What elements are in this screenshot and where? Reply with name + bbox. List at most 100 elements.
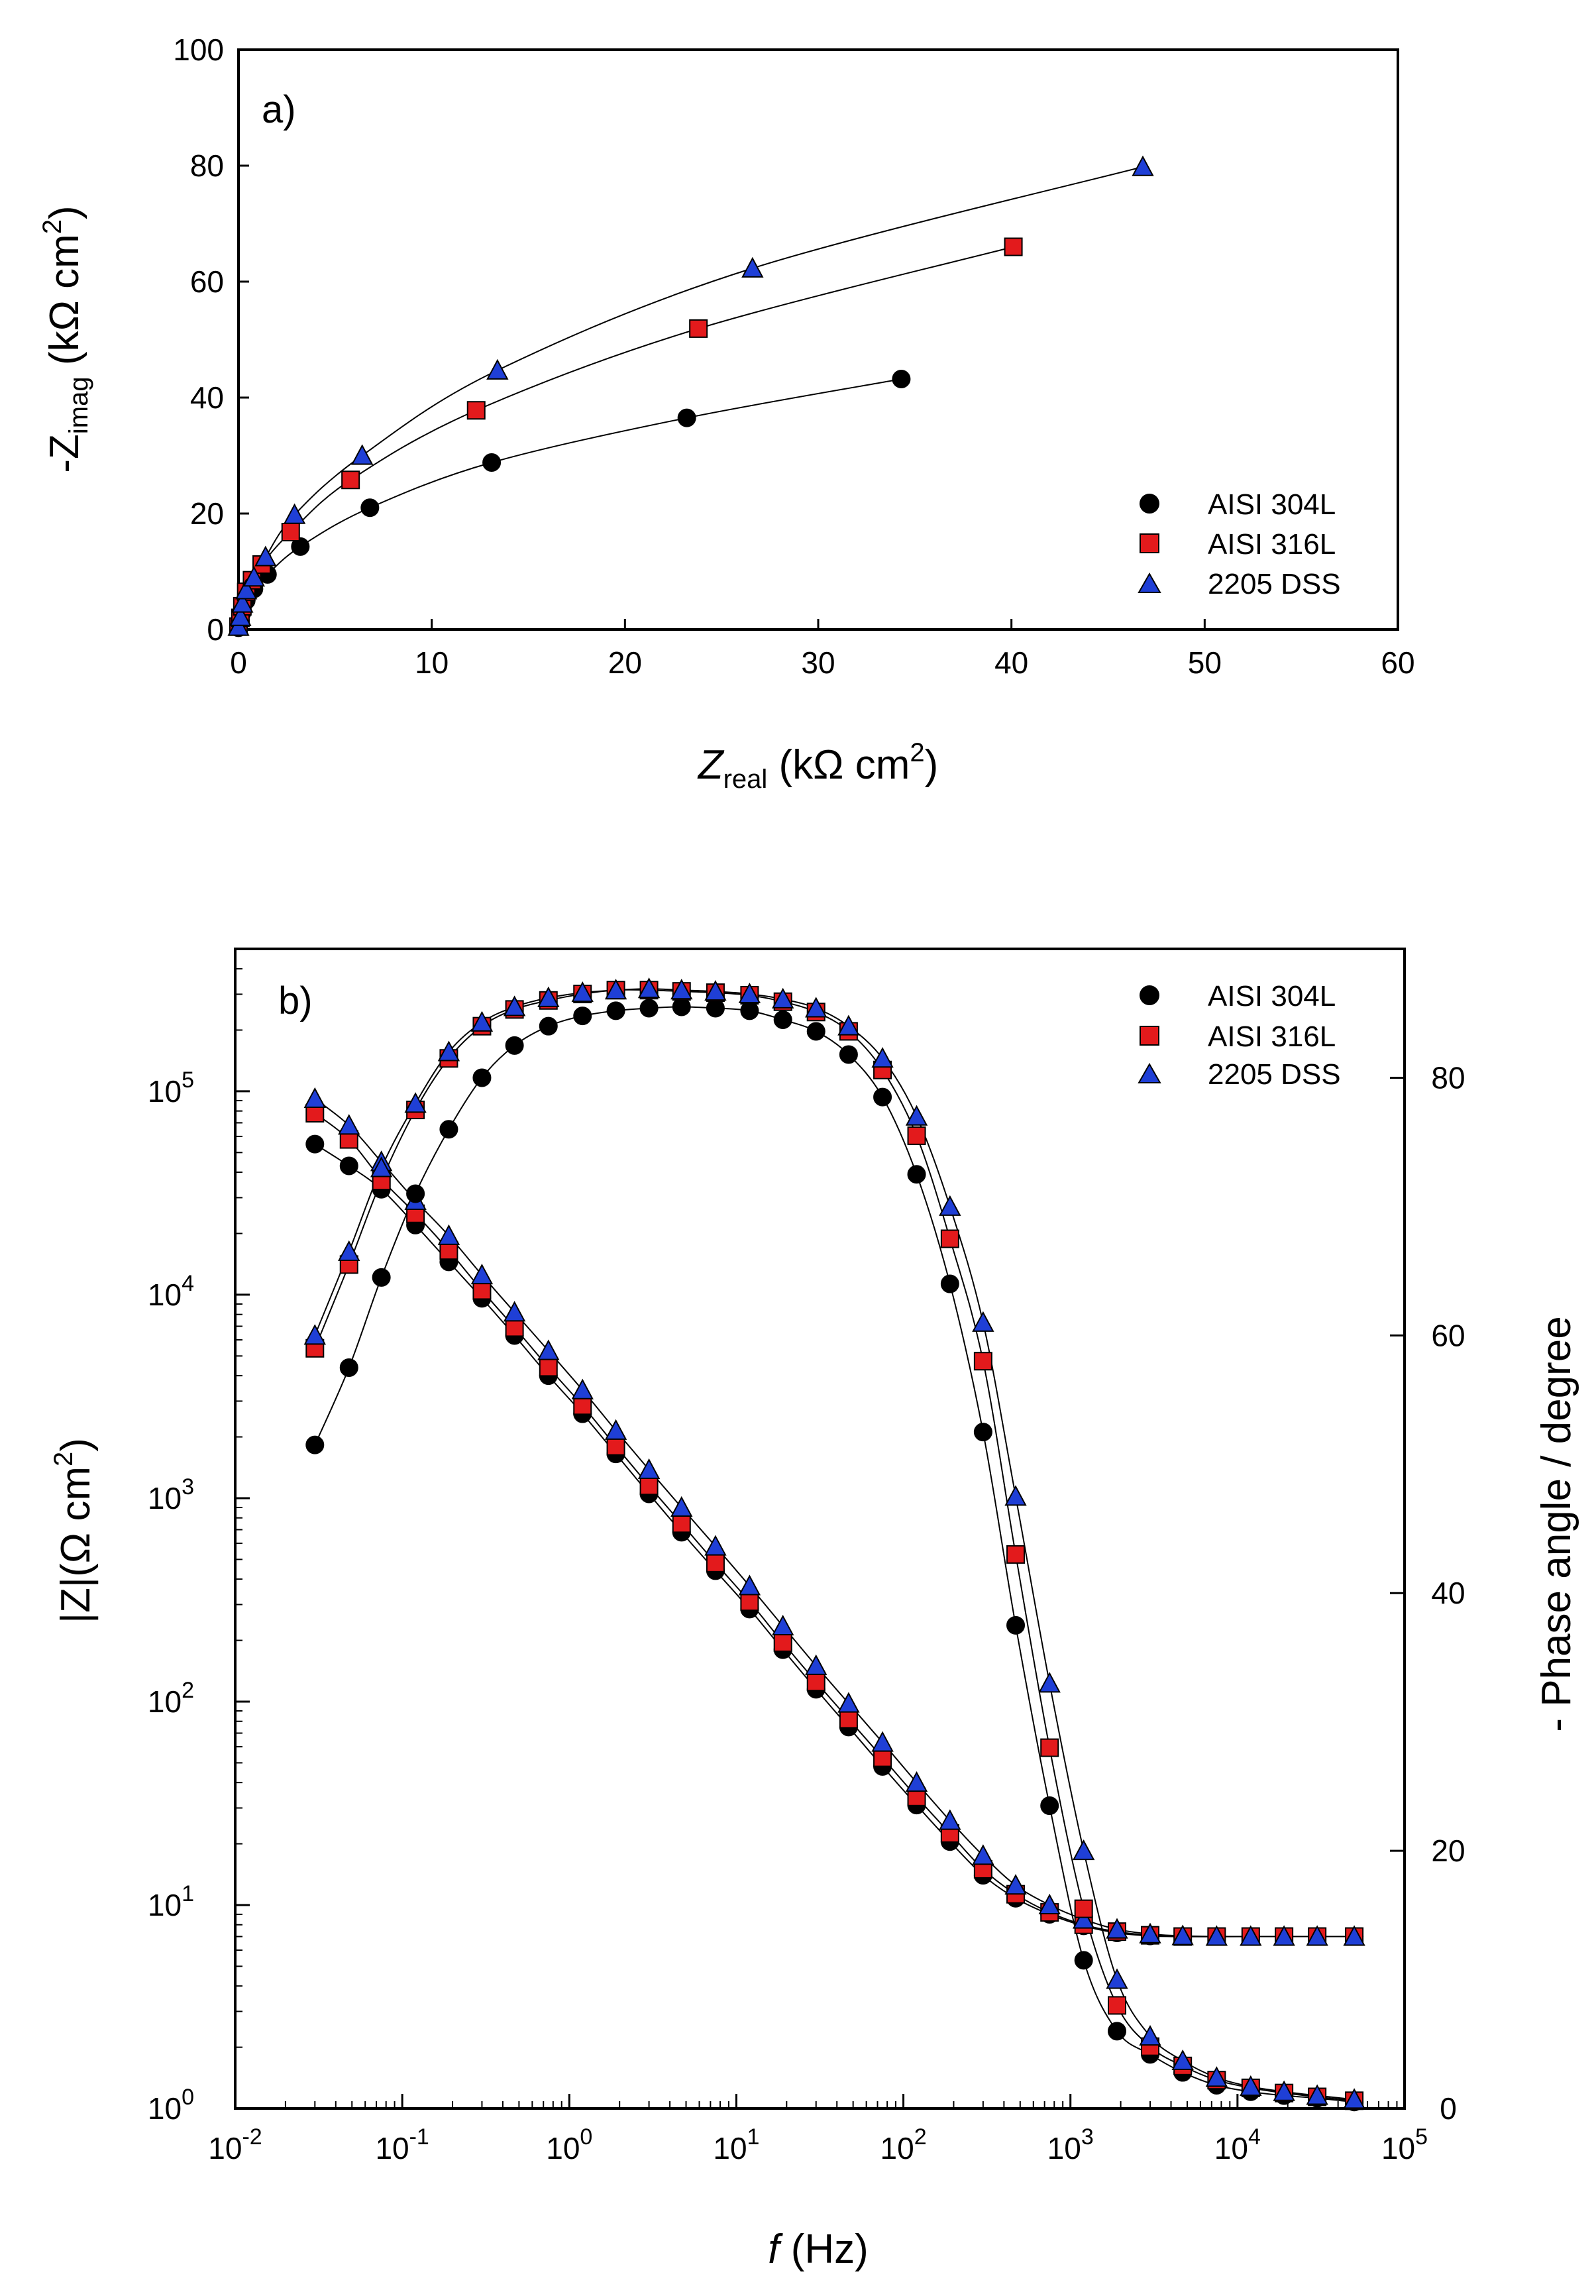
- impedance-point-aisi-316l: [539, 1358, 558, 1377]
- bode-y2-tick-label: 60: [1431, 1318, 1465, 1352]
- phase-point-2205-dss: [738, 982, 761, 1004]
- impedance-point-2205-dss: [939, 1809, 961, 1830]
- panel-b-label: b): [278, 979, 313, 1022]
- bode-y2-tick-label: 20: [1431, 1833, 1465, 1868]
- phase-point-2205-dss: [871, 1047, 894, 1068]
- nyquist-point-2205-dss: [229, 605, 252, 626]
- bode-y-tick-label: 100: [148, 2085, 194, 2126]
- phase-point-2205-dss: [503, 995, 526, 1016]
- nyquist-point-2205-dss: [231, 592, 254, 613]
- impedance-point-2205-dss: [1306, 1925, 1328, 1946]
- x-label-close: ): [925, 742, 939, 788]
- impedance-point-2205-dss: [772, 1614, 794, 1636]
- phase-point-aisi-316l: [940, 1229, 959, 1248]
- nyquist-y-tick-label: 40: [190, 380, 224, 415]
- phase-point-aisi-304l: [472, 1068, 492, 1087]
- phase-point-aisi-304l: [305, 1435, 325, 1454]
- impedance-point-2205-dss: [1073, 1908, 1095, 1929]
- legend-marker-2205: [1138, 572, 1161, 593]
- impedance-point-2205-dss: [503, 1301, 526, 1322]
- nyquist-x-axis-label: Zreal (kΩ cm2): [697, 738, 939, 794]
- phase-point-aisi-304l: [806, 1022, 825, 1041]
- phase-point-aisi-316l: [907, 1126, 926, 1145]
- phase-point-aisi-304l: [940, 1274, 959, 1293]
- impedance-point-2205-dss: [972, 1844, 994, 1865]
- impedance-fit-line-2205-dss: [314, 1098, 1355, 1938]
- bode-y-tick-label: 103: [148, 1474, 194, 1515]
- phase-point-aisi-316l: [1006, 1545, 1026, 1564]
- nyquist-point-aisi-304l: [360, 498, 380, 518]
- nyquist-y-tick-label: 20: [190, 496, 224, 531]
- bode-left-label-close: ): [53, 1438, 99, 1452]
- phase-point-2205-dss: [905, 1105, 928, 1126]
- impedance-point-aisi-316l: [639, 1476, 659, 1496]
- phase-point-aisi-304l: [873, 1087, 892, 1107]
- bode-legend-label-304l: AISI 304L: [1208, 980, 1336, 1012]
- bode-legend-marker-316l: [1140, 1026, 1159, 1046]
- phase-fit-line-aisi-316l: [314, 989, 1355, 2102]
- bode-x-tick-label: 102: [880, 2124, 927, 2165]
- nyquist-point-2205-dss: [254, 545, 277, 567]
- impedance-point-aisi-316l: [505, 1318, 524, 1337]
- nyquist-point-aisi-316l: [341, 470, 360, 490]
- phase-point-2205-dss: [972, 1311, 994, 1332]
- phase-point-aisi-304l: [706, 999, 725, 1018]
- phase-point-aisi-304l: [639, 999, 659, 1018]
- nyquist-x-tick-label: 20: [608, 645, 642, 680]
- bode-legend-label-316l: AISI 316L: [1208, 1020, 1336, 1053]
- impedance-point-2205-dss: [437, 1224, 460, 1245]
- impedance-point-aisi-316l: [706, 1553, 725, 1572]
- x-label-main: Z: [697, 742, 725, 788]
- impedance-point-2205-dss: [470, 1264, 494, 1285]
- nyquist-point-aisi-316l: [1004, 237, 1023, 256]
- bode-y2-tick-label: 80: [1431, 1060, 1465, 1095]
- nyquist-point-aisi-304l: [677, 408, 696, 427]
- nyquist-x-tick-label: 50: [1188, 645, 1222, 680]
- nyquist-y-tick-label: 60: [190, 264, 224, 299]
- phase-point-2205-dss: [1205, 2066, 1228, 2087]
- nyquist-x-tick-label: 10: [415, 645, 449, 680]
- impedance-point-2205-dss: [905, 1771, 928, 1792]
- phase-point-aisi-316l: [1040, 1738, 1059, 1757]
- phase-point-2205-dss: [837, 1014, 860, 1036]
- bode-x-tick-label: 10-2: [208, 2124, 262, 2165]
- impedance-fit-line-aisi-304l: [314, 1143, 1355, 1938]
- bode-x-tick-label: 10-1: [375, 2124, 429, 2165]
- phase-point-2205-dss: [303, 1324, 326, 1345]
- phase-point-aisi-304l: [773, 1010, 792, 1029]
- nyquist-point-2205-dss: [283, 503, 306, 524]
- bode-y2-tick-label: 0: [1440, 2091, 1457, 2126]
- impedance-point-2205-dss: [1273, 1925, 1295, 1946]
- phase-point-aisi-304l: [573, 1007, 592, 1026]
- impedance-point-aisi-316l: [806, 1672, 825, 1692]
- x-label-unit: (kΩ cm: [767, 742, 910, 788]
- phase-point-aisi-316l: [1074, 1899, 1093, 1918]
- phase-point-aisi-304l: [907, 1165, 926, 1184]
- impedance-point-2205-dss: [1139, 1922, 1161, 1943]
- phase-point-2205-dss: [1073, 1839, 1095, 1861]
- phase-point-aisi-304l: [839, 1045, 858, 1064]
- bode-y-tick-label: 102: [148, 1678, 194, 1719]
- phase-point-2205-dss: [637, 977, 661, 999]
- nyquist-point-2205-dss: [741, 256, 764, 278]
- impedance-point-2205-dss: [1205, 1925, 1228, 1946]
- phase-point-2205-dss: [1171, 2049, 1194, 2071]
- impedance-point-2205-dss: [837, 1692, 860, 1713]
- phase-point-2205-dss: [1139, 2024, 1161, 2046]
- nyquist-x-tick-label: 40: [994, 645, 1028, 680]
- phase-point-2205-dss: [805, 997, 827, 1018]
- bode-x-axis-label: f (Hz): [768, 2226, 869, 2272]
- phase-point-2205-dss: [1306, 2084, 1328, 2105]
- nyquist-x-tick-label: 30: [801, 645, 835, 680]
- phase-point-aisi-304l: [372, 1268, 391, 1287]
- phase-point-2205-dss: [1240, 2075, 1262, 2096]
- phase-point-aisi-304l: [339, 1358, 358, 1377]
- phase-point-2205-dss: [1038, 1672, 1061, 1693]
- nyquist-point-aisi-316l: [466, 401, 486, 420]
- phase-point-aisi-316l: [1108, 1996, 1126, 2015]
- nyquist-fit-line-aisi-304l: [238, 378, 902, 628]
- phase-point-aisi-304l: [539, 1016, 558, 1036]
- impedance-point-2205-dss: [338, 1114, 360, 1135]
- phase-point-2205-dss: [670, 979, 693, 1000]
